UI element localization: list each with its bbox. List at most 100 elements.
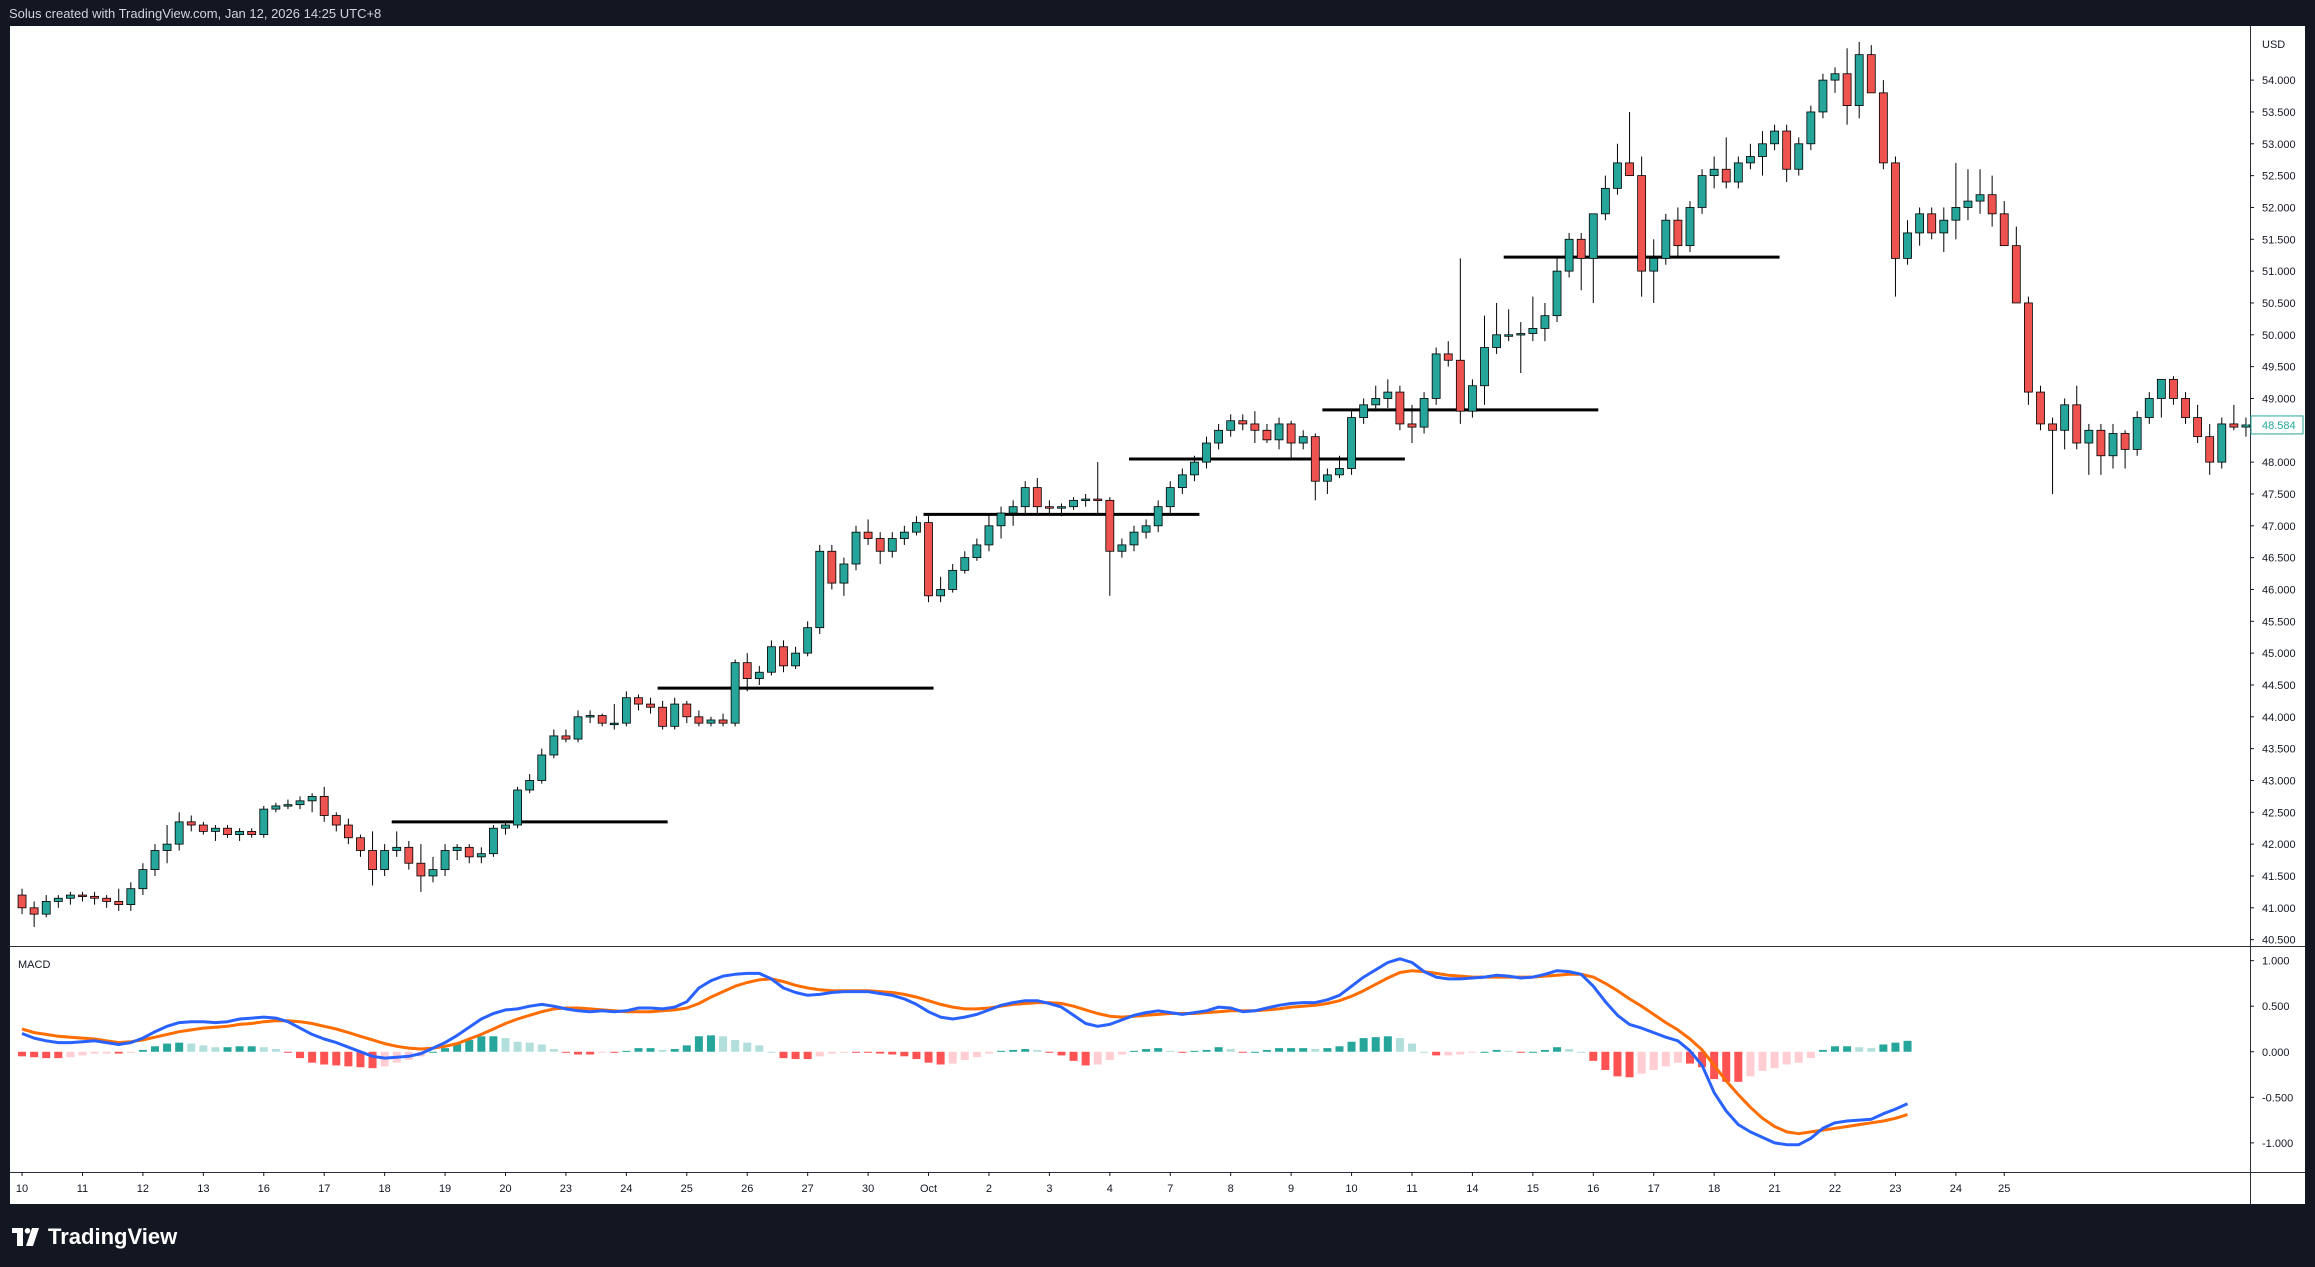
candle-down [1866, 54, 1876, 94]
macd-histogram-bar [1444, 1051, 1453, 1056]
candle-down [2205, 436, 2215, 463]
candle-up [948, 569, 958, 590]
candle-up [1153, 506, 1163, 527]
candle-up [549, 735, 559, 756]
candle-up [1177, 474, 1187, 488]
candle-up [1794, 143, 1804, 170]
candle-up [138, 869, 148, 890]
price-tick-label: 49.000 [2262, 393, 2296, 405]
price-tick-label: 46.500 [2262, 553, 2296, 565]
macd-histogram-bar [223, 1047, 232, 1052]
candle-down [827, 550, 837, 584]
macd-histogram-bar [1685, 1051, 1694, 1064]
candle-up [1431, 353, 1441, 399]
macd-histogram-bar [1528, 1051, 1537, 1053]
macd-histogram-bar [368, 1051, 377, 1069]
candle-up [1480, 347, 1489, 387]
candle-up [1516, 333, 1526, 336]
candle-up [1371, 398, 1381, 406]
time-tick-label: 14 [1466, 1183, 1478, 1195]
macd-histogram-bar [646, 1048, 655, 1052]
candle-down [1238, 420, 1248, 425]
macd-histogram-bar [682, 1045, 691, 1052]
macd-histogram-bar [1021, 1049, 1030, 1052]
candle-up [283, 804, 293, 807]
time-tick-label: 4 [1107, 1183, 1113, 1195]
macd-histogram-bar [1613, 1051, 1622, 1077]
candle-down [331, 815, 341, 826]
candle-down [2024, 302, 2033, 393]
chart-canvas[interactable]: USD 54.000 53.500 53.000 52.500 52.000 51.500 5… [10, 26, 2305, 1204]
candle-down [2181, 398, 2190, 418]
candle-up [1165, 487, 1175, 508]
macd-histogram-bar [1226, 1049, 1235, 1052]
macd-histogram-bar [719, 1036, 728, 1052]
time-tick-label: 17 [318, 1183, 330, 1195]
macd-histogram-bar [187, 1043, 196, 1052]
macd-histogram-bar [1746, 1051, 1755, 1077]
macd-histogram-bar [658, 1049, 667, 1052]
macd-tick-label: 0.000 [2262, 1047, 2290, 1059]
candle-up [1806, 111, 1816, 145]
macd-histogram-bar [344, 1051, 353, 1067]
candle-up [706, 719, 716, 724]
candle-up [839, 563, 849, 584]
candle-down [1250, 423, 1260, 431]
candle-up [1661, 219, 1671, 259]
brand-label: TradingView [48, 1224, 178, 1249]
macd-histogram-bar [1166, 1050, 1175, 1052]
macd-histogram-bar [525, 1042, 534, 1052]
macd-histogram-bar [1831, 1046, 1840, 1052]
time-tick-label: 20 [499, 1183, 511, 1195]
time-tick-label: 16 [258, 1183, 270, 1195]
macd-tick-label: 1.000 [2262, 956, 2290, 968]
macd-histogram-bar [1214, 1047, 1223, 1052]
candle-down [2036, 391, 2045, 425]
candle-up [307, 795, 317, 802]
macd-histogram-bar [1589, 1051, 1598, 1061]
time-tick-label: 22 [1829, 1183, 1841, 1195]
price-tick-label: 48.000 [2262, 457, 2296, 469]
candle-up [1758, 143, 1767, 157]
macd-histogram-bar [815, 1051, 824, 1057]
candle-up [803, 627, 813, 654]
macd-histogram-bar [1142, 1049, 1151, 1052]
macd-histogram-bar [743, 1042, 752, 1052]
candle-up [1685, 207, 1695, 247]
candle-down [2169, 378, 2178, 399]
candle-up [791, 652, 800, 667]
macd-tick-label: -0.500 [2262, 1092, 2293, 1104]
price-tick-label: 40.500 [2262, 935, 2296, 947]
macd-histogram-bar [549, 1049, 558, 1052]
candle-down [2229, 423, 2239, 428]
chart-frame[interactable]: USD 54.000 53.500 53.000 52.500 52.000 51.500 5… [10, 26, 2305, 1204]
candle-down [1032, 487, 1042, 508]
time-tick-label: 19 [439, 1183, 451, 1195]
candle-down [1878, 92, 1888, 164]
macd-histogram-bar [1299, 1048, 1308, 1052]
price-tick-label: 52.500 [2262, 171, 2296, 183]
candle-up [960, 557, 970, 571]
candle-down [114, 901, 124, 906]
macd-histogram-bar [114, 1051, 123, 1054]
macd-histogram-bar [984, 1051, 993, 1054]
candle-down [102, 897, 112, 902]
macd-histogram-bar [332, 1051, 341, 1066]
time-tick-label: 15 [1527, 1183, 1539, 1195]
price-tick-label: 47.500 [2262, 489, 2296, 501]
macd-histogram-bar [1178, 1051, 1187, 1053]
candle-up [1347, 417, 1356, 469]
candle-up [1552, 270, 1562, 317]
time-tick-label: 25 [1998, 1183, 2010, 1195]
macd-histogram-bar [66, 1051, 75, 1058]
macd-histogram-bar [1734, 1051, 1743, 1082]
candle-up [380, 850, 390, 870]
candle-up [1214, 429, 1224, 444]
time-tick-label: 3 [1046, 1183, 1052, 1195]
macd-histogram-bar [960, 1051, 969, 1060]
candle-up [767, 646, 776, 673]
candle-down [875, 538, 885, 552]
macd-histogram-bar [561, 1051, 570, 1053]
macd-histogram-bar [1287, 1048, 1296, 1052]
tradingview-logo[interactable]: TradingView [12, 1224, 177, 1250]
